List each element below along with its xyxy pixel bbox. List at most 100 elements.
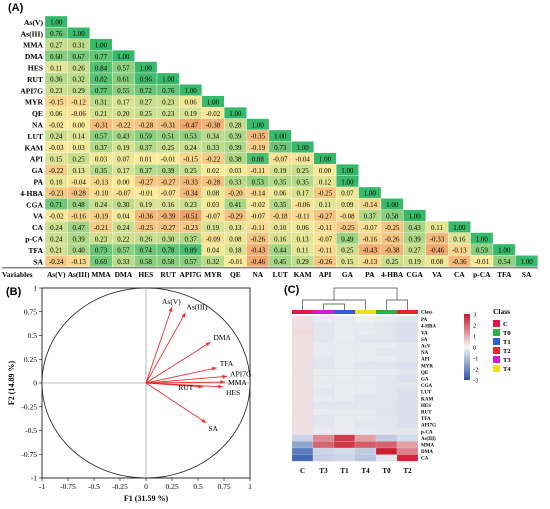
cell-value: 0.06 <box>296 224 309 232</box>
column-label: QE <box>230 270 241 278</box>
x-tick-label: -0.25 <box>112 482 128 491</box>
cell-value: 0.06 <box>274 190 287 198</box>
x-tick-label: 0.25 <box>165 482 178 491</box>
row-label: AcV <box>421 345 431 350</box>
cell-value: -0.10 <box>94 190 109 198</box>
cell-value: 0.25 <box>296 167 309 175</box>
cell-value: 0.11 <box>297 247 309 255</box>
y-tick-label: 0.25 <box>24 355 37 364</box>
cell-value: -0.15 <box>183 155 198 163</box>
column-label: CA <box>454 270 465 278</box>
heatmap-cell <box>375 381 398 389</box>
cell-value: 0.57 <box>184 258 197 266</box>
cell-value: 0.31 <box>72 41 85 49</box>
arrow-head <box>218 384 223 389</box>
row-label: CA <box>421 457 429 462</box>
column-label: RUT <box>160 270 176 278</box>
cell-value: -0.01 <box>228 258 243 266</box>
row-label: MMA <box>23 41 43 50</box>
cell-value: 0.34 <box>207 133 220 141</box>
cell-value: 0.18 <box>229 247 242 255</box>
cell-value: 0.25 <box>341 247 354 255</box>
heatmap-cell <box>396 428 419 435</box>
heatmap-cell <box>375 441 398 449</box>
row-label: p-CA <box>421 430 433 435</box>
arrow-head <box>168 307 173 312</box>
cell-value: 0.07 <box>117 155 130 163</box>
heatmap-cell <box>291 381 314 389</box>
cell-value: 0.33 <box>117 258 130 266</box>
cell-value: -0.43 <box>251 247 266 255</box>
row-label: p-CA <box>25 234 43 243</box>
heatmap-cell <box>333 355 356 363</box>
heatmap-cell <box>291 421 314 429</box>
loading-vector <box>145 341 211 384</box>
cell-value: -0.07 <box>273 155 288 163</box>
loading-vector <box>145 382 204 388</box>
heatmap-cell <box>396 381 419 389</box>
heatmap-cell <box>333 401 356 409</box>
x-axis-title: F1 (31.59 %) <box>124 494 169 503</box>
vector-label: API7G <box>230 369 252 378</box>
row-label: QE <box>32 109 43 118</box>
cell-value: 0.08 <box>229 235 242 243</box>
heatmap-cell <box>375 368 398 376</box>
heatmap-cell <box>312 408 335 416</box>
cell-value: 0.25 <box>162 144 175 152</box>
cell-value: -0.25 <box>318 190 333 198</box>
cell-value: 1.00 <box>117 53 130 61</box>
column-label: LUT <box>273 270 288 278</box>
cell-value: 0.55 <box>117 87 130 95</box>
heatmap-cell <box>375 315 398 323</box>
heatmap-cell <box>375 348 398 356</box>
cell-value: -0.31 <box>161 121 176 129</box>
cell-value: -0.22 <box>116 121 131 129</box>
colorbar-tick-label: 0 <box>473 345 476 352</box>
cell-value: 0.15 <box>341 258 354 266</box>
cell-value: -0.19 <box>94 212 109 220</box>
dendrogram-branch <box>386 299 408 310</box>
arrow-head <box>201 418 207 423</box>
heatmap-cell <box>333 381 356 389</box>
class-legend-swatch <box>493 329 500 336</box>
heatmap-cell <box>375 428 398 435</box>
heatmap-cell <box>312 395 335 402</box>
correlation-matrix-panel: (A) As(V) 1.00 As(III) 0.76 1.00 MMA 0.27 0.31 1… <box>2 2 538 279</box>
cell-value: -0.25 <box>385 224 400 232</box>
cell-value: 1.00 <box>498 247 511 255</box>
heatmap-cell <box>375 388 398 396</box>
cell-value: -0.26 <box>251 235 266 243</box>
cell-value: -0.11 <box>295 212 310 220</box>
heatmap-cell <box>333 414 356 422</box>
cell-value: 0.26 <box>140 235 153 243</box>
cell-value: 0.37 <box>364 212 377 220</box>
cell-value: -0.25 <box>139 224 154 232</box>
cell-value: 0.06 <box>50 110 63 118</box>
heatmap-cell <box>312 401 335 409</box>
heatmap-cell <box>354 342 377 350</box>
row-label: RUT <box>27 75 43 84</box>
row-label: MYR <box>421 364 433 369</box>
heatmap-cell <box>312 368 335 376</box>
heatmap-cell <box>375 355 398 363</box>
heatmap-cell <box>312 375 335 383</box>
x-tick-label: 0.75 <box>217 482 230 491</box>
heatmap-cell <box>333 368 356 376</box>
cell-value: -0.16 <box>71 212 86 220</box>
heatmap-cell <box>333 441 356 449</box>
cell-value: 0.60 <box>50 53 63 61</box>
cell-value: 0.26 <box>72 64 85 72</box>
cell-value: -0.27 <box>161 178 176 186</box>
cell-value: -0.07 <box>161 190 176 198</box>
cell-value: -0.23 <box>49 190 64 198</box>
cell-value: -0.27 <box>139 178 154 186</box>
cell-value: 0.03 <box>229 167 242 175</box>
class-legend-swatch <box>493 365 500 372</box>
arrow-head <box>198 384 204 389</box>
cell-value: -0.02 <box>49 121 64 129</box>
heatmap-cell <box>396 414 419 422</box>
cell-value: 0.19 <box>207 224 220 232</box>
cell-value: 0.35 <box>274 201 287 209</box>
heatmap-cell <box>354 362 377 369</box>
vector-label: RUT <box>178 383 193 392</box>
